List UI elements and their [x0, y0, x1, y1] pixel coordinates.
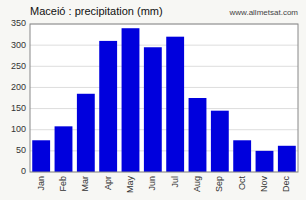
bar — [233, 140, 251, 172]
y-tick-label: 150 — [11, 103, 26, 113]
y-tick-label: 0 — [21, 166, 26, 176]
x-tick-label: Nov — [259, 176, 269, 193]
bar — [122, 28, 140, 172]
watermark: www.allmetsat.com — [229, 8, 299, 17]
bar — [278, 146, 296, 172]
bar — [166, 37, 184, 172]
plot-background — [30, 24, 298, 172]
x-tick-label: Aug — [192, 176, 202, 192]
y-tick-label: 350 — [11, 18, 26, 28]
x-tick-label: Jul — [170, 176, 180, 188]
bar — [256, 151, 274, 172]
grid — [30, 24, 298, 172]
y-tick-label: 100 — [11, 124, 26, 134]
bar — [55, 126, 73, 172]
bar — [32, 140, 50, 172]
x-tick-label: Jun — [147, 176, 157, 191]
plot-frame — [30, 24, 298, 172]
grid-line — [30, 87, 298, 88]
grid-line — [30, 45, 298, 46]
x-tick-label: Feb — [58, 176, 68, 192]
x-tick-label: Apr — [103, 176, 113, 190]
x-tick-label: Sep — [214, 176, 224, 192]
chart-container: 0 50 100 150 200 250 300 350 Jan Feb Mar Apr May Jun J… — [0, 0, 306, 200]
x-tick-label: May — [125, 176, 135, 194]
bar — [189, 98, 207, 172]
y-tick-label: 250 — [11, 61, 26, 71]
x-tick-label: Mar — [80, 176, 90, 192]
title: Maceió : precipitation (mm) — [30, 5, 163, 17]
x-tick-label: Jan — [36, 176, 46, 191]
chart-svg: 0 50 100 150 200 250 300 350 Jan Feb Mar Apr May Jun J… — [0, 0, 306, 200]
bar — [211, 111, 229, 172]
grid-line — [30, 66, 298, 67]
bar — [144, 47, 162, 172]
y-tick-label: 50 — [16, 145, 26, 155]
bars — [32, 28, 296, 172]
grid-line — [30, 108, 298, 109]
y-tick-label: 300 — [11, 40, 26, 50]
bar — [77, 94, 95, 172]
x-tick-label: Oct — [237, 176, 247, 191]
bar — [99, 41, 117, 172]
x-tick-label: Dec — [281, 176, 291, 193]
y-tick-label: 200 — [11, 82, 26, 92]
